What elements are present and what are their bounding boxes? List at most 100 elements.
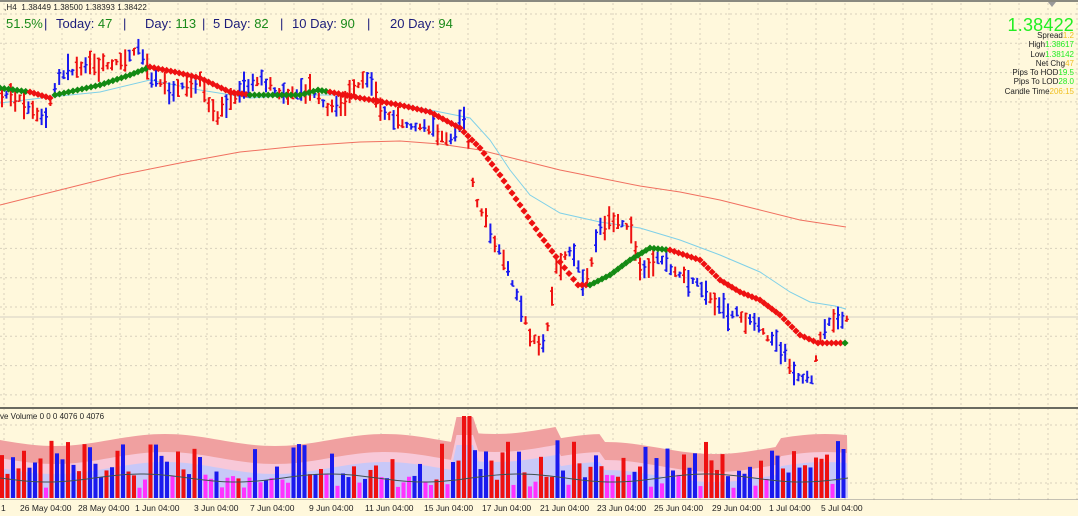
trend-dot <box>516 201 524 209</box>
trend-dot <box>278 91 286 99</box>
trend-dot <box>264 91 272 99</box>
volume-bar <box>632 471 637 498</box>
volume-bar <box>753 485 758 498</box>
volume-bar <box>770 450 774 498</box>
trend-dot <box>392 100 400 108</box>
trend-dot <box>508 189 516 197</box>
volume-bar <box>357 482 362 498</box>
volume-bar <box>660 483 664 498</box>
stat-separator: | <box>44 16 48 31</box>
trend-dot <box>544 242 552 250</box>
volume-bar <box>748 466 752 498</box>
volume-bar <box>55 453 59 498</box>
volume-bar <box>192 448 197 498</box>
volume-bar <box>368 469 373 498</box>
volume-bar <box>231 476 235 498</box>
trend-dot <box>556 258 564 266</box>
volume-bar <box>566 484 571 498</box>
volume-bar <box>572 441 576 498</box>
stat-item: 5 Day: 82 <box>213 16 269 31</box>
info-label: High <box>1028 40 1046 50</box>
volume-bar <box>27 467 32 498</box>
volume-bar <box>198 457 202 498</box>
trend-dot <box>260 91 268 99</box>
volume-bar <box>577 463 582 498</box>
time-axis-label: 5 Jul 04:00 <box>821 503 863 513</box>
volume-bar <box>715 469 719 498</box>
volume-bar <box>126 471 131 498</box>
volume-bar <box>319 468 323 498</box>
volume-bar <box>781 468 785 498</box>
info-value: 28.0 <box>1058 77 1074 87</box>
volume-bar <box>82 444 87 498</box>
window-top-border <box>0 0 1078 2</box>
symbol-timeframe: ,H4 <box>4 3 17 12</box>
volume-bar <box>462 416 466 498</box>
trend-dot <box>536 231 544 239</box>
volume-bar <box>220 487 224 498</box>
stat-label: 5 Day: <box>213 16 255 31</box>
close-value: 1.38422 <box>117 3 147 12</box>
volume-bar <box>253 449 257 498</box>
volume-bar <box>275 466 279 498</box>
volume-bar <box>341 473 345 498</box>
volume-bar <box>247 477 252 498</box>
volume-bar <box>99 477 103 498</box>
trend-dot <box>488 160 496 168</box>
volume-bar <box>473 450 477 498</box>
volume-bar <box>627 474 631 498</box>
trend-dot <box>282 91 290 99</box>
volume-bar <box>330 453 334 498</box>
info-value: 1.2 <box>1062 31 1074 40</box>
volume-bar <box>605 474 609 498</box>
volume-bar <box>115 450 120 498</box>
volume-bar <box>742 473 747 498</box>
volume-bar <box>665 448 670 498</box>
volume-bar <box>643 446 648 498</box>
trend-dot <box>480 149 488 157</box>
volume-bar <box>379 477 384 498</box>
trend-dot <box>524 213 532 221</box>
trend-dot <box>650 244 658 252</box>
volume-bar <box>588 466 593 498</box>
trend-dot <box>788 323 796 331</box>
volume-bar <box>792 451 796 498</box>
stat-value: 47 <box>97 16 113 31</box>
time-axis-label: 17 Jun 04:00 <box>482 503 532 513</box>
shift-marker-icon[interactable] <box>1048 2 1056 7</box>
trend-dot <box>476 144 484 152</box>
volume-bar <box>258 482 263 498</box>
volume-bar <box>93 463 98 498</box>
volume-bar <box>500 452 505 498</box>
trend-dot <box>784 319 792 327</box>
volume-bar <box>88 447 92 498</box>
volume-ma-line <box>0 473 849 483</box>
stat-item: 51.5% <box>6 16 43 31</box>
trend-dot <box>654 245 662 253</box>
volume-bar <box>429 485 433 498</box>
volume-bar <box>676 474 681 498</box>
volume-bar <box>522 472 527 498</box>
volume-bar <box>682 454 686 498</box>
volume-bar <box>60 459 65 498</box>
volume-bar <box>110 467 114 498</box>
volume-bar <box>423 481 428 498</box>
volume-bar <box>159 455 164 498</box>
volume-bar <box>302 445 307 498</box>
trend-dot <box>560 264 569 272</box>
trend-dot <box>780 315 788 323</box>
trend-dot <box>582 281 590 289</box>
volume-bar <box>49 440 54 498</box>
trend-dot <box>360 95 368 103</box>
high-value: 1.38500 <box>53 3 83 12</box>
volume-bar <box>440 443 444 498</box>
price-info-panel: Spread1.2 High1.38617 Low1.38142 Net Chg47 P… <box>1005 31 1074 96</box>
time-axis-label: 29 Jun 04:00 <box>712 503 762 513</box>
volume-bar <box>616 476 620 498</box>
trend-dot <box>836 339 845 347</box>
volume-bar <box>671 470 675 498</box>
info-value: 1.38617 <box>1045 40 1074 50</box>
volume-bar <box>649 486 653 498</box>
